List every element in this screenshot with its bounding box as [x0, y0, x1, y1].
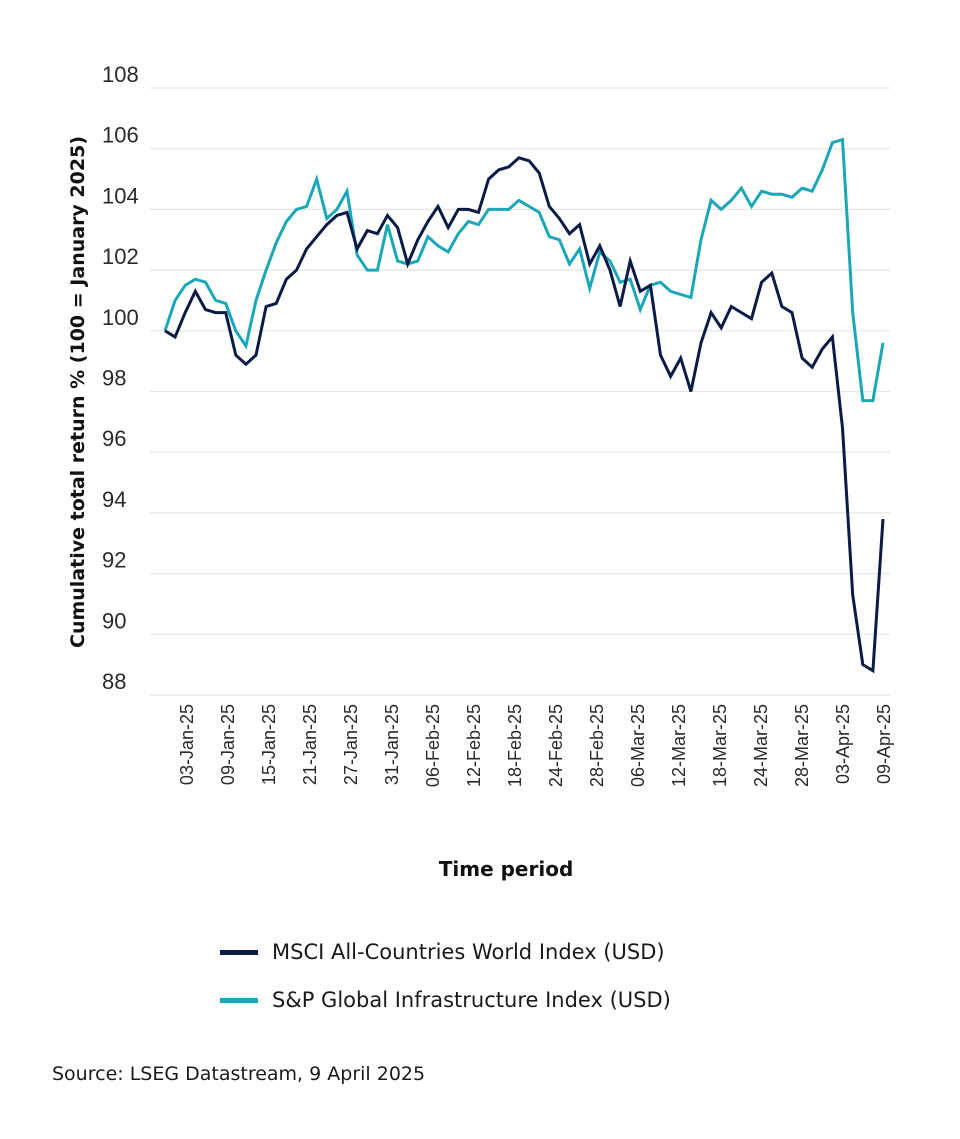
x-axis-ticks: 03-Jan-25 09-Jan-25 15-Jan-25 21-Jan-25 27-J… — [177, 704, 894, 787]
x-tick-label: 06-Mar-25 — [628, 704, 648, 787]
y-tick-label: 88 — [102, 669, 126, 694]
x-tick-label: 27-Jan-25 — [341, 704, 361, 785]
series-line-msci — [164, 156, 885, 674]
y-axis-ticks: 88 90 92 94 96 98 100 102 104 106 108 — [102, 62, 139, 694]
y-tick-label: 98 — [102, 366, 126, 391]
line-chart: 88 90 92 94 96 98 100 102 104 106 108 03-Jan-25 09-… — [67, 62, 894, 881]
x-tick-label: 09-Jan-25 — [218, 704, 238, 785]
x-tick-label: 28-Feb-25 — [587, 704, 607, 787]
x-tick-label: 03-Apr-25 — [833, 704, 853, 784]
y-tick-label: 108 — [102, 62, 139, 87]
legend-item-sp: S&P Global Infrastructure Index (USD) — [220, 976, 671, 1024]
y-tick-label: 100 — [102, 305, 139, 330]
y-tick-label: 106 — [102, 123, 139, 148]
y-tick-label: 92 — [102, 548, 126, 573]
x-tick-label: 31-Jan-25 — [382, 704, 402, 785]
y-axis-title: Cumulative total return % (100 = January… — [67, 136, 89, 648]
x-tick-label: 21-Jan-25 — [300, 704, 320, 785]
legend-swatch-sp — [220, 997, 258, 1003]
x-tick-label: 12-Mar-25 — [669, 704, 689, 787]
legend-swatch-msci — [220, 949, 258, 955]
x-tick-label: 24-Feb-25 — [546, 704, 566, 787]
x-axis-title: Time period — [439, 857, 574, 881]
gridlines — [150, 87, 890, 696]
series-lines — [163, 137, 885, 674]
x-tick-label: 09-Apr-25 — [874, 704, 894, 784]
legend-label-sp: S&P Global Infrastructure Index (USD) — [272, 988, 671, 1012]
legend: MSCI All-Countries World Index (USD) S&P… — [220, 928, 671, 1024]
x-tick-label: 15-Jan-25 — [259, 704, 279, 785]
legend-label-msci: MSCI All-Countries World Index (USD) — [272, 940, 665, 964]
x-tick-label: 06-Feb-25 — [423, 704, 443, 787]
y-tick-label: 104 — [102, 183, 139, 208]
y-tick-label: 102 — [102, 244, 139, 269]
y-tick-label: 94 — [102, 487, 126, 512]
x-tick-label: 18-Mar-25 — [710, 704, 730, 787]
y-tick-label: 96 — [102, 426, 126, 451]
y-tick-label: 90 — [102, 608, 126, 633]
x-tick-label: 28-Mar-25 — [792, 704, 812, 787]
legend-item-msci: MSCI All-Countries World Index (USD) — [220, 928, 671, 976]
x-tick-label: 03-Jan-25 — [177, 704, 197, 785]
x-tick-label: 12-Feb-25 — [464, 704, 484, 787]
series-line-sp — [163, 137, 885, 403]
x-tick-label: 24-Mar-25 — [751, 704, 771, 787]
source-note: Source: LSEG Datastream, 9 April 2025 — [52, 1063, 426, 1085]
x-tick-label: 18-Feb-25 — [505, 704, 525, 787]
